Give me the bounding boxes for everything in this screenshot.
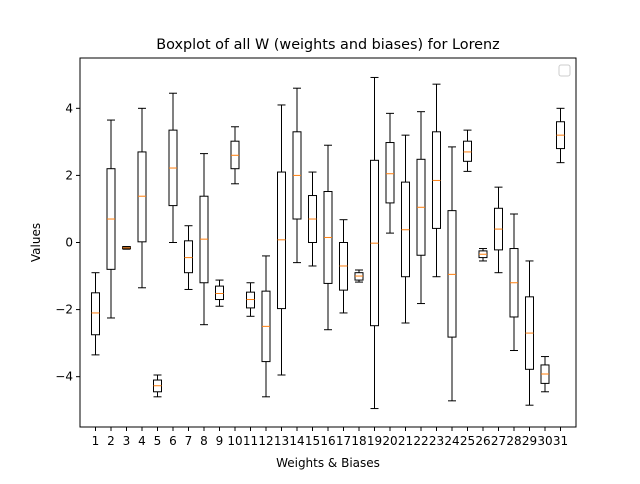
- box-26: [478, 248, 488, 262]
- iqr-box: [447, 210, 457, 338]
- x-tick-label: 21: [398, 434, 413, 448]
- iqr-box: [137, 151, 147, 243]
- x-tick-label: 14: [289, 434, 304, 448]
- box-7: [184, 225, 193, 290]
- box-6: [168, 92, 178, 243]
- box-9: [215, 279, 224, 307]
- x-tick-label: 2: [107, 434, 115, 448]
- box-20: [385, 112, 395, 234]
- x-axis: 1 2 3 4 5 6 7 8 9 10 11 12 13 14 15 16 17 18 19 20 21 22 23 24 2…: [92, 427, 568, 448]
- iqr-box: [246, 291, 255, 309]
- x-tick-label: 7: [185, 434, 193, 448]
- y-tick-label: 0: [65, 236, 73, 250]
- box-25: [463, 129, 472, 172]
- box-31: [556, 107, 565, 164]
- x-tick-label: 4: [138, 434, 146, 448]
- y-tick-label: −4: [55, 370, 73, 384]
- box-14: [292, 87, 302, 264]
- x-tick-label: 23: [429, 434, 444, 448]
- box-3: [122, 246, 131, 250]
- box-21: [401, 134, 410, 324]
- x-tick-label: 20: [382, 434, 397, 448]
- x-tick-label: 30: [537, 434, 552, 448]
- box-18: [354, 269, 364, 283]
- box-17: [339, 219, 348, 314]
- iqr-box: [463, 140, 472, 162]
- chart-title: Boxplot of all W (weights and biases) fo…: [156, 37, 499, 53]
- iqr-box: [215, 285, 224, 301]
- x-tick-label: 3: [123, 434, 131, 448]
- y-axis: −4 −2 0 2 4: [55, 101, 80, 384]
- x-axis-label: Weights & Biases: [276, 456, 380, 470]
- x-tick-label: 1: [92, 434, 100, 448]
- x-tick-label: 8: [200, 434, 208, 448]
- x-tick-label: 24: [444, 434, 459, 448]
- box-13: [277, 104, 286, 376]
- box-24: [447, 146, 457, 402]
- x-tick-label: 13: [274, 434, 289, 448]
- box-15: [308, 171, 317, 267]
- y-tick-label: 4: [65, 101, 73, 115]
- x-tick-label: 6: [169, 434, 177, 448]
- x-tick-label: 29: [522, 434, 537, 448]
- plot-area: [91, 76, 565, 410]
- y-axis-label: Values: [29, 223, 43, 262]
- x-tick-label: 19: [367, 434, 382, 448]
- box-27: [494, 186, 503, 274]
- box-19: [370, 76, 379, 410]
- x-tick-label: 18: [351, 434, 366, 448]
- x-tick-label: 16: [320, 434, 335, 448]
- box-4: [137, 107, 147, 289]
- x-tick-label: 11: [243, 434, 258, 448]
- iqr-box: [385, 142, 395, 204]
- box-8: [199, 153, 209, 326]
- box-12: [261, 255, 271, 398]
- y-tick-label: 2: [65, 168, 73, 182]
- x-tick-label: 26: [475, 434, 490, 448]
- x-tick-label: 31: [553, 434, 568, 448]
- x-tick-label: 28: [506, 434, 521, 448]
- box-22: [416, 111, 426, 305]
- x-tick-label: 25: [460, 434, 475, 448]
- box-29: [525, 260, 534, 406]
- box-2: [106, 119, 116, 319]
- legend-box: [558, 64, 571, 77]
- box-1: [91, 272, 100, 356]
- y-tick-label: −2: [55, 303, 73, 317]
- x-tick-label: 17: [336, 434, 351, 448]
- box-16: [323, 144, 333, 331]
- box-30: [540, 356, 550, 393]
- iqr-box: [184, 240, 193, 274]
- x-tick-label: 12: [258, 434, 273, 448]
- iqr-box: [91, 292, 100, 336]
- box-28: [509, 213, 519, 352]
- iqr-box: [277, 171, 286, 310]
- x-tick-label: 22: [413, 434, 428, 448]
- box-11: [246, 282, 255, 317]
- x-tick-label: 15: [305, 434, 320, 448]
- x-tick-label: 10: [227, 434, 242, 448]
- x-tick-label: 5: [154, 434, 162, 448]
- x-tick-label: 9: [216, 434, 224, 448]
- box-5: [153, 374, 162, 398]
- x-tick-label: 27: [491, 434, 506, 448]
- box-10: [230, 126, 240, 185]
- box-23: [432, 83, 441, 278]
